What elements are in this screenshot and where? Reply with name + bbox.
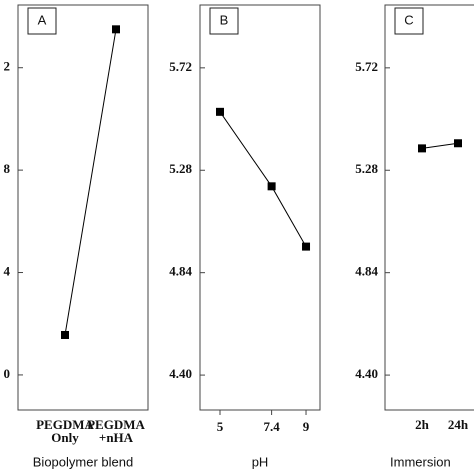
y-tick-label: 8: [4, 161, 11, 176]
data-line: [64, 29, 117, 336]
x-tick-label: 7.4: [263, 419, 280, 434]
y-tick-label: 2: [4, 59, 11, 74]
panel-label: C: [404, 12, 413, 27]
y-tick-label: 4.84: [169, 264, 192, 279]
panel-label: A: [38, 12, 47, 27]
data-point: [61, 330, 69, 339]
x-axis-label: pH: [252, 454, 269, 469]
panel-label-box: [27, 7, 57, 35]
y-tick-label: 0: [4, 366, 11, 381]
y-tick-label: 4: [4, 264, 11, 279]
y-tick-label: 4.40: [355, 366, 378, 381]
x-tick-label: PEGDMA Only: [36, 417, 94, 445]
data-point: [302, 242, 311, 251]
y-tick-label: 5.72: [355, 59, 378, 74]
data-line: [219, 111, 307, 247]
x-tick-label: 5: [217, 419, 224, 434]
data-point: [112, 25, 120, 34]
y-tick-label: 5.28: [355, 161, 378, 176]
x-tick-label: 9: [303, 419, 310, 434]
panel-label-box: [209, 7, 239, 35]
x-axis-label: Immersion: [390, 454, 451, 469]
panel-label: B: [220, 12, 229, 27]
plot-frame: [17, 4, 149, 411]
data-point: [267, 182, 276, 191]
plot-frame: [384, 4, 474, 411]
x-tick-label: PEGDMA +nHA: [87, 417, 145, 445]
y-tick-label: 5.28: [169, 161, 192, 176]
y-tick-label: 5.72: [169, 59, 192, 74]
x-tick-label: 24h: [448, 417, 469, 432]
plot-frame: [199, 4, 321, 411]
y-tick-label: 4.40: [169, 366, 192, 381]
data-point: [454, 139, 462, 148]
data-line: [421, 142, 459, 149]
x-tick-label: 2h: [415, 417, 430, 432]
y-tick-label: 4.84: [355, 264, 378, 279]
panel-label-box: [394, 7, 424, 35]
data-point: [216, 107, 224, 116]
data-point: [418, 144, 426, 153]
x-axis-label: Biopolymer blend: [33, 454, 133, 469]
